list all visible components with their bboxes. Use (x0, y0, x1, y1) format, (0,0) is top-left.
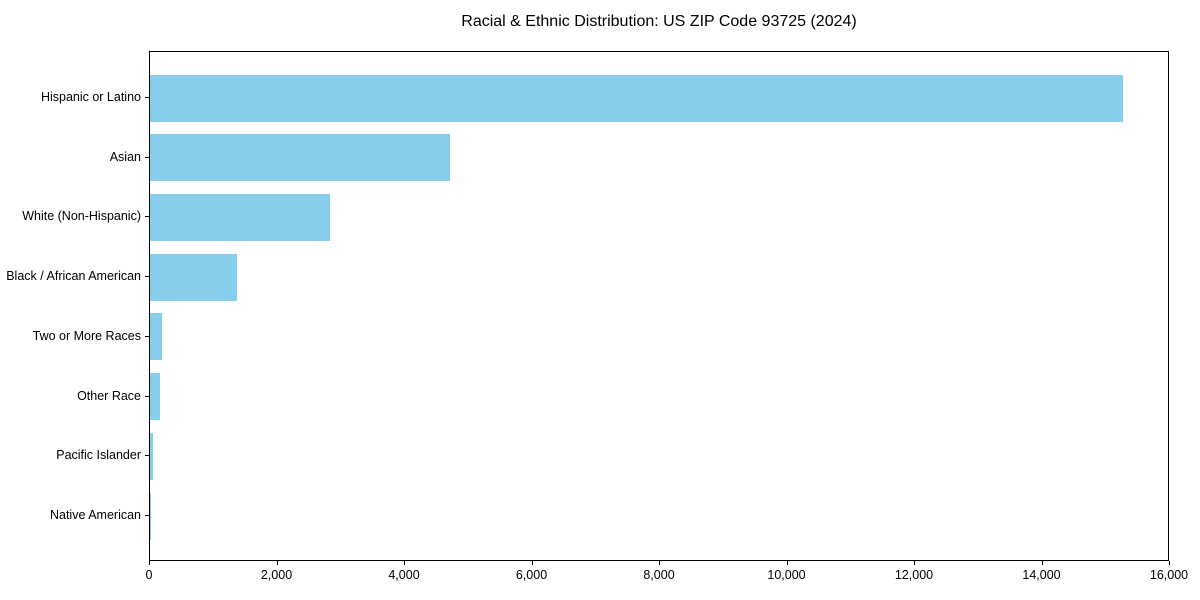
plot-area (149, 51, 1169, 561)
y-axis-label-white-non-hispanic: White (Non-Hispanic) (22, 209, 141, 224)
x-axis-tick-label: 16,000 (1149, 568, 1189, 582)
y-axis-label-two-or-more-races: Two or More Races (32, 328, 141, 343)
x-axis-tick-label: 2,000 (260, 568, 293, 582)
y-axis-tick (145, 276, 149, 278)
y-axis-label-native-american: Native American (49, 508, 141, 522)
x-axis-tick (786, 561, 788, 565)
x-axis-tick-label: 6,000 (515, 568, 548, 582)
x-axis-tick-label: 10,000 (767, 568, 806, 582)
y-axis-tick (145, 515, 149, 516)
y-axis-label-black-african-american: Black / African American (6, 269, 141, 284)
bar-two-or-more-races (150, 313, 163, 361)
y-axis-tick (145, 216, 149, 218)
y-axis-label-pacific-islander: Pacific Islander (56, 448, 141, 463)
y-axis-tick (145, 455, 149, 457)
x-axis-tick (914, 561, 915, 565)
bar-native-american (150, 492, 151, 540)
bar-pacific-islander (150, 432, 153, 480)
y-axis-tick (145, 97, 149, 98)
x-axis-tick-label: 12,000 (894, 568, 934, 582)
y-axis-label-other-race: Other Race (77, 388, 141, 403)
x-axis-tick (659, 561, 660, 565)
bar-black-african-american (150, 253, 238, 301)
bar-hispanic-or-latino (150, 74, 1124, 122)
x-axis-tick (149, 561, 150, 565)
x-axis-tick-label: 4,000 (388, 568, 420, 582)
bar-other-race (150, 373, 160, 421)
y-axis-tick (145, 156, 149, 158)
chart-title: Racial & Ethnic Distribution: US ZIP Cod… (461, 13, 857, 30)
x-axis-tick (404, 561, 405, 565)
x-axis-tick-label: 0 (145, 568, 153, 582)
x-axis-tick (1169, 561, 1170, 565)
x-axis-tick (531, 561, 533, 565)
y-axis-tick (145, 335, 149, 337)
y-axis-label-hispanic-or-latino: Hispanic or Latino (40, 90, 141, 104)
x-axis-tick (1041, 561, 1043, 565)
bar-asian (150, 134, 451, 182)
y-axis-tick (145, 395, 149, 397)
x-axis-tick (276, 561, 278, 565)
x-axis-tick-label: 8,000 (643, 568, 675, 582)
bar-white-non-hispanic (150, 193, 330, 241)
x-axis-tick-label: 14,000 (1022, 568, 1061, 582)
y-axis-label-asian: Asian (109, 149, 141, 164)
